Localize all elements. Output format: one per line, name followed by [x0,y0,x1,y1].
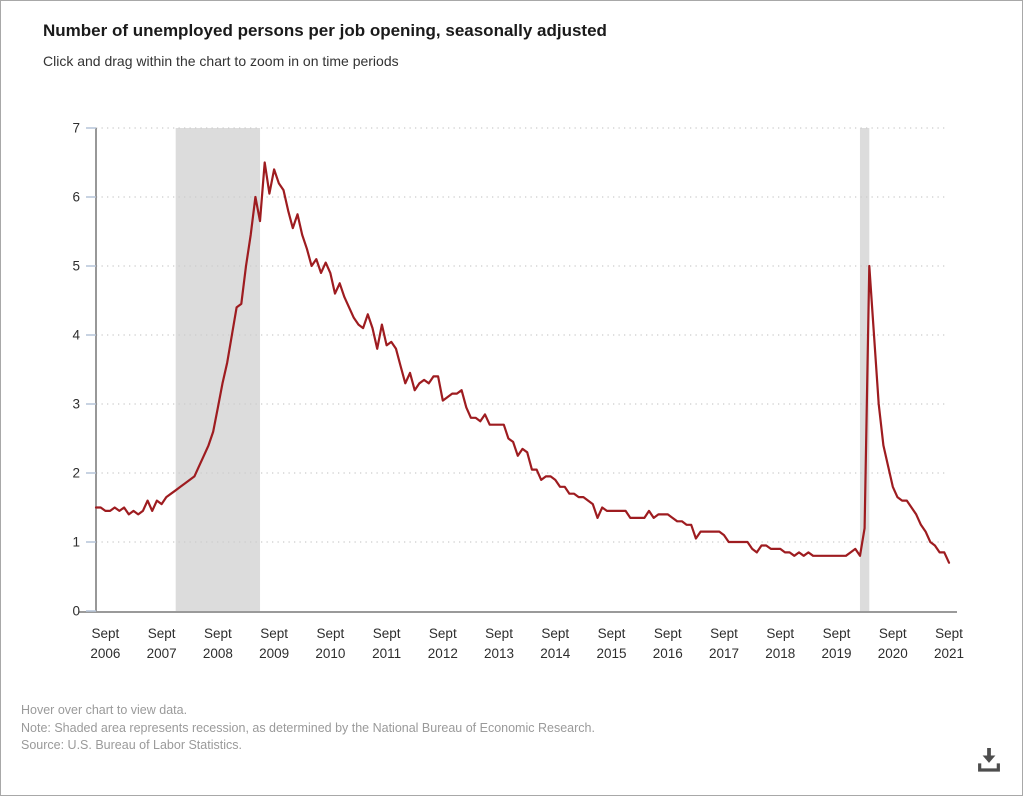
chart-footer: Hover over chart to view data. Note: Sha… [21,702,595,755]
y-axis-label: 5 [72,259,80,274]
x-axis-label: Sept 2016 [653,626,683,661]
x-axis-label: Sept 2015 [597,626,627,661]
chart-subtitle: Click and drag within the chart to zoom … [43,53,399,69]
y-axis-label: 2 [72,466,80,481]
footer-hover-note: Hover over chart to view data. [21,703,188,717]
download-icon [978,748,1000,772]
x-axis-label: Sept 2010 [315,626,345,661]
chart-title: Number of unemployed persons per job ope… [43,21,607,40]
y-axis-label: 6 [72,190,80,205]
y-axis-label: 7 [72,121,80,136]
y-axis-label: 1 [72,535,80,550]
footer-source: Source: U.S. Bureau of Labor Statistics. [21,738,242,752]
data-line [94,161,951,564]
recession-band [859,128,870,611]
x-axis-label: Sept 2008 [203,626,233,661]
x-axis-label: Sept 2017 [709,626,739,661]
x-axis-label: Sept 2007 [147,626,177,661]
x-axis-label: Sept 2013 [484,626,514,661]
download-button[interactable] [972,743,1006,777]
x-axis-label: Sept 2014 [540,626,571,661]
x-axis-label: Sept 2021 [934,626,964,661]
x-axis-label: Sept 2012 [428,626,458,661]
recession-band [175,128,261,611]
footer-recession-note: Note: Shaded area represents recession, … [21,720,595,735]
x-axis-label: Sept 2006 [90,626,120,661]
x-axis-label: Sept 2018 [765,626,795,661]
y-axis-label: 4 [72,328,80,343]
x-axis-label: Sept 2020 [878,626,908,661]
y-axis-label: 0 [72,604,80,619]
x-axis-label: Sept 2009 [259,626,289,661]
x-axis-label: Sept 2019 [821,626,851,661]
x-axis-label: Sept 2011 [372,626,401,661]
y-axis-label: 3 [72,397,80,412]
